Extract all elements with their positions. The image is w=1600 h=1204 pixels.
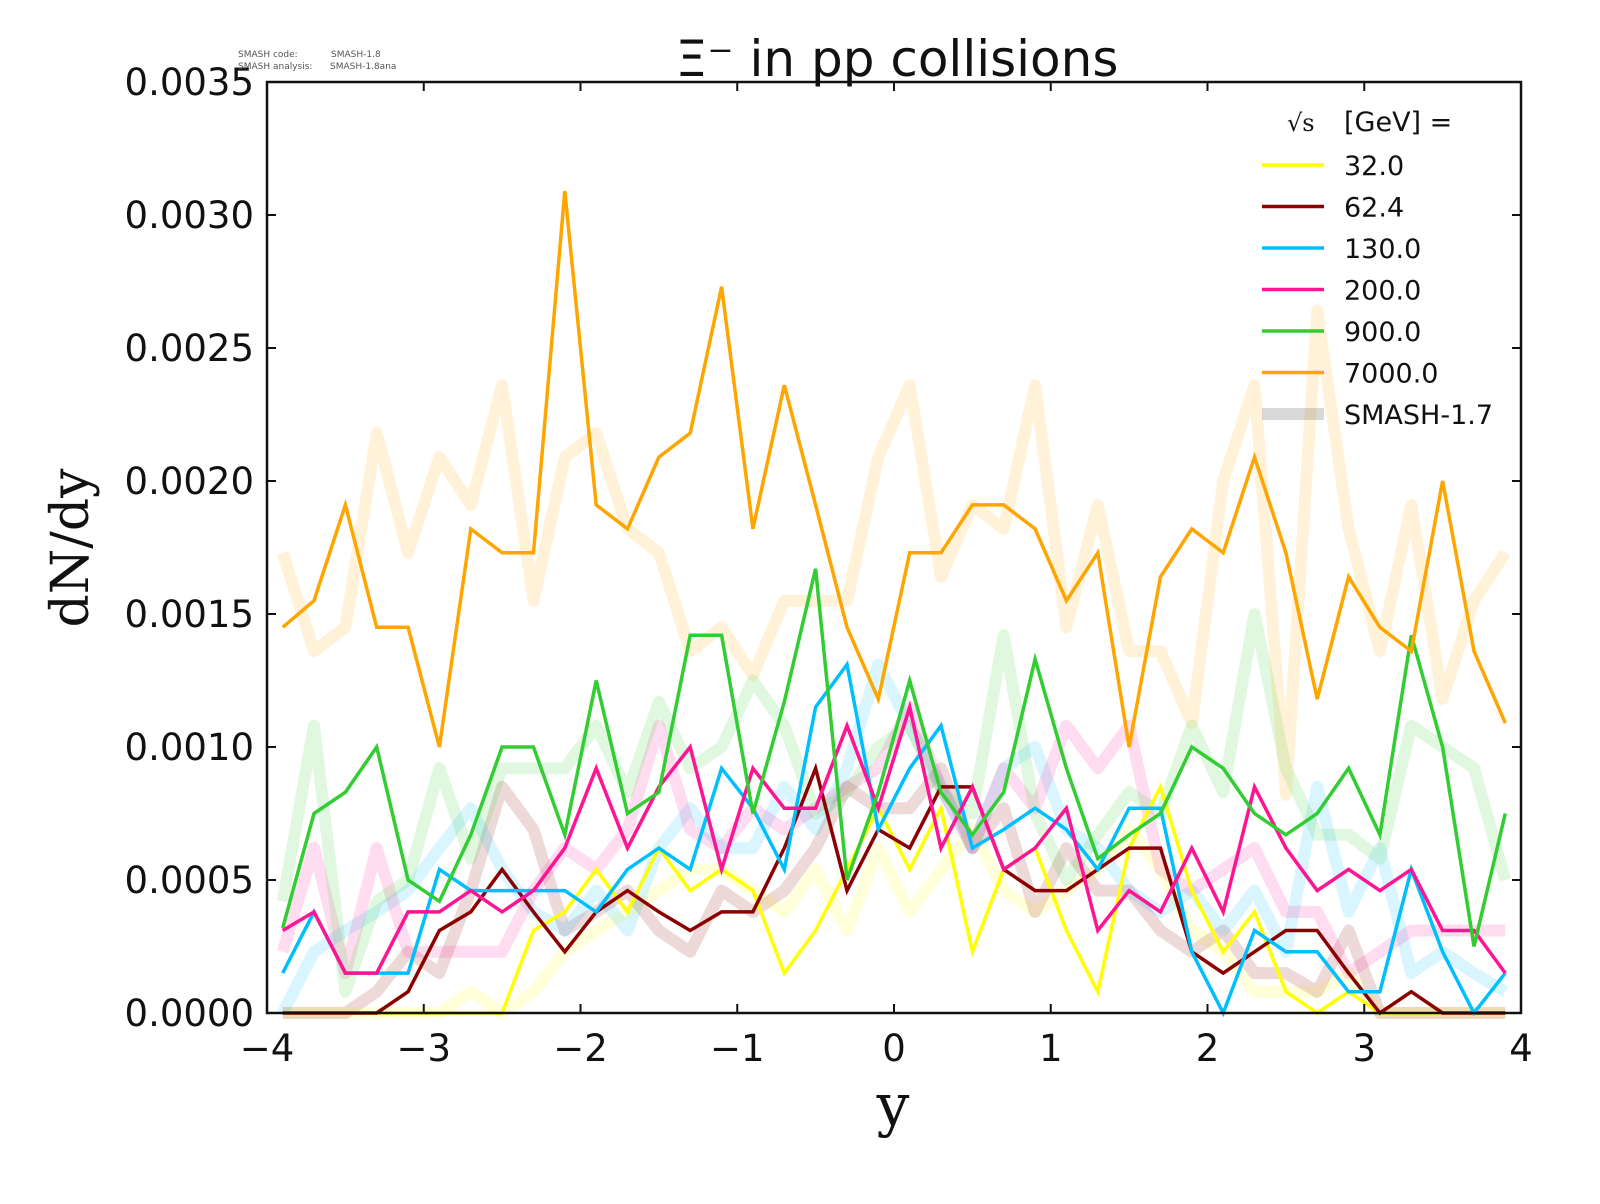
x-tick-label: −4 — [240, 1027, 295, 1070]
code-label: SMASH code: — [238, 50, 298, 60]
x-tick-label: 4 — [1509, 1027, 1533, 1070]
legend-label-62-4: 62.4 — [1344, 193, 1404, 224]
y-tick-label: 0.0005 — [125, 859, 254, 902]
x-tick-label: 1 — [1039, 1027, 1063, 1070]
y-tick-label: 0.0035 — [125, 61, 254, 104]
y-tick-label: 0.0025 — [125, 327, 254, 370]
series-line-900-0 — [281, 568, 1508, 947]
x-tick-label: −2 — [553, 1027, 608, 1070]
legend: √s [GeV] = 32.0 62.4 130.0 200.0 900.0 7000.0… — [1262, 107, 1493, 431]
y-tick-label: 0.0015 — [125, 593, 254, 636]
smash-version-annotation: SMASH code: SMASH-1.8 SMASH analysis: SM… — [238, 50, 396, 72]
code-value: SMASH-1.8 — [331, 50, 381, 60]
y-axis-label: dN/dy — [41, 468, 101, 628]
legend-label-200-0: 200.0 — [1344, 276, 1421, 307]
legend-label-130-0: 130.0 — [1344, 234, 1421, 265]
y-tick-label: 0.0000 — [125, 992, 254, 1035]
reference-line-7000-0 — [276, 304, 1511, 801]
analysis-value: SMASH-1.8ana — [330, 62, 396, 72]
x-tick-label: 2 — [1196, 1027, 1220, 1070]
legend-label-7000-0: 7000.0 — [1344, 359, 1438, 390]
x-tick-label: −1 — [710, 1027, 765, 1070]
y-tick-label: 0.0010 — [125, 726, 254, 769]
y-axis: 0.0000 0.0005 0.0010 0.0015 0.0020 0.0025 0.00… — [125, 61, 1521, 1035]
series-line-130-0 — [281, 660, 1507, 1018]
x-tick-label: −3 — [396, 1027, 451, 1070]
legend-title: [GeV] = — [1344, 107, 1452, 138]
series-line-7000-0 — [281, 190, 1507, 748]
legend-sqrt-s: √s — [1287, 109, 1315, 137]
series-line-200-0 — [281, 700, 1507, 975]
reference-line-62-4 — [282, 762, 1506, 1019]
x-axis-label: y — [876, 1071, 910, 1139]
legend-label-900-0: 900.0 — [1344, 317, 1421, 348]
legend-label-reference: SMASH-1.7 — [1344, 400, 1493, 431]
chart-title: Ξ⁻ in pp collisions — [676, 30, 1119, 88]
x-tick-label: 0 — [882, 1027, 906, 1070]
y-tick-label: 0.0030 — [125, 194, 254, 237]
legend-label-32-0: 32.0 — [1344, 151, 1404, 182]
reference-line-32-0 — [282, 823, 1506, 1019]
x-axis: −4 −3 −2 −1 0 1 2 3 4 — [240, 82, 1533, 1070]
x-tick-label: 3 — [1352, 1027, 1376, 1070]
analysis-label: SMASH analysis: — [238, 62, 312, 72]
y-tick-label: 0.0020 — [125, 460, 254, 503]
